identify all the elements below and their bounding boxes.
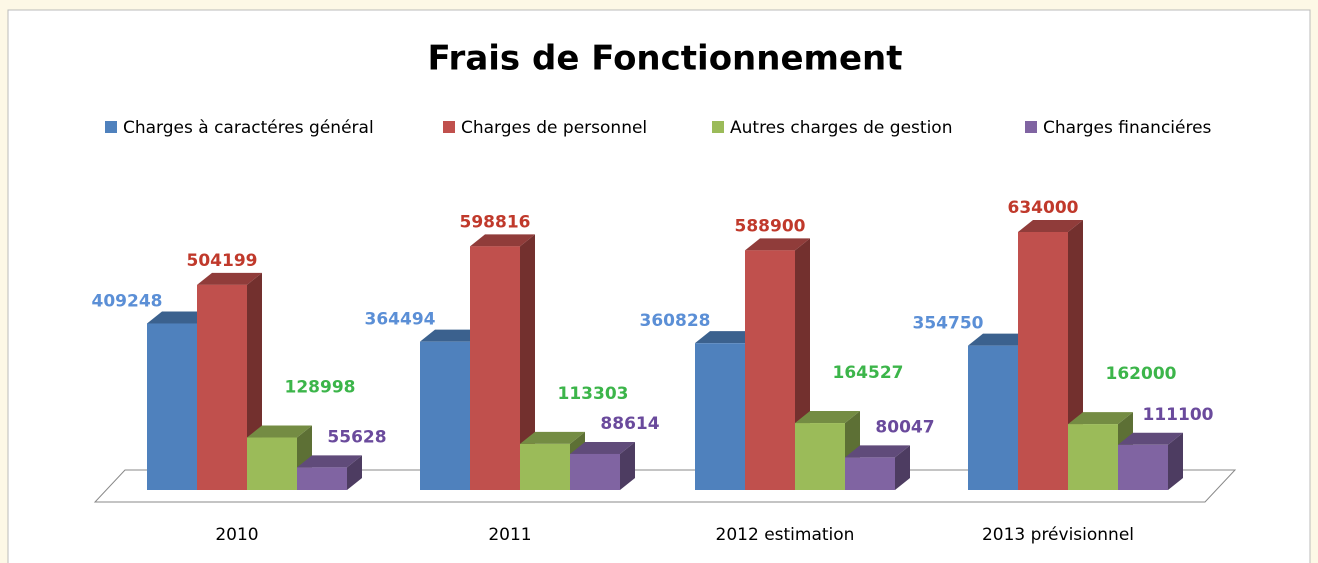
bar-top — [1118, 432, 1183, 445]
value-label: 354750 — [913, 314, 984, 334]
bar — [695, 343, 745, 490]
bar-side — [347, 455, 362, 490]
bar — [147, 323, 197, 490]
bar-side — [620, 441, 635, 490]
value-label: 113303 — [558, 384, 629, 404]
x-tick-label: 2013 prévisionnel — [982, 525, 1134, 545]
bar-side — [895, 445, 910, 490]
value-label: 128998 — [285, 378, 356, 398]
bar-top — [470, 234, 535, 247]
bar — [1118, 444, 1168, 490]
bar — [570, 453, 620, 490]
bar-top — [1068, 412, 1133, 425]
bar-side — [1168, 432, 1183, 490]
bar-top — [745, 238, 810, 251]
value-label: 598816 — [460, 212, 531, 232]
bar — [795, 423, 845, 490]
value-label: 409248 — [92, 291, 163, 311]
bar-top — [297, 455, 362, 468]
legend-swatch — [1025, 121, 1037, 133]
x-tick-label: 2011 — [488, 525, 531, 545]
value-label: 504199 — [187, 251, 258, 271]
bar-top — [147, 311, 212, 324]
bar — [1018, 232, 1068, 490]
bar — [845, 457, 895, 490]
bar-top — [845, 445, 910, 458]
bar-top — [1018, 220, 1083, 232]
value-label: 162000 — [1106, 364, 1177, 384]
bar — [745, 250, 795, 490]
legend-label: Autres charges de gestion — [730, 118, 952, 138]
value-label: 80047 — [875, 417, 934, 437]
bar — [197, 284, 247, 490]
legend-label: Charges financiéres — [1043, 118, 1212, 138]
bar-top — [420, 329, 485, 342]
value-label: 588900 — [735, 216, 806, 236]
bar — [968, 345, 1018, 490]
x-tick-label: 2010 — [215, 525, 258, 545]
x-tick-label: 2012 estimation — [716, 525, 855, 545]
legend-label: Charges de personnel — [461, 118, 647, 138]
bar-side — [520, 234, 535, 490]
chart-title: Frais de Fonctionnement — [428, 39, 903, 79]
bar — [420, 341, 470, 490]
value-label: 111100 — [1143, 405, 1214, 425]
legend-swatch — [105, 121, 117, 133]
bar-top — [520, 431, 585, 444]
bar-top — [695, 331, 760, 344]
floor — [93, 469, 1237, 503]
bar — [520, 443, 570, 490]
value-label: 364494 — [365, 310, 436, 330]
bar — [470, 246, 520, 490]
bar-top — [968, 333, 1033, 346]
value-label: 164527 — [833, 363, 904, 383]
bar — [247, 437, 297, 490]
legend-label: Charges à caractéres général — [123, 118, 374, 138]
bar — [297, 467, 347, 490]
bar — [1068, 424, 1118, 490]
legend-swatch — [712, 121, 724, 133]
value-label: 634000 — [1008, 198, 1079, 218]
bar-top — [570, 441, 635, 454]
value-label: 55628 — [327, 427, 386, 447]
value-label: 360828 — [640, 311, 711, 331]
bar-top — [795, 411, 860, 424]
bar-top — [197, 272, 262, 285]
value-label: 88614 — [600, 414, 659, 434]
legend-swatch — [443, 121, 455, 133]
bar-top — [247, 425, 312, 438]
